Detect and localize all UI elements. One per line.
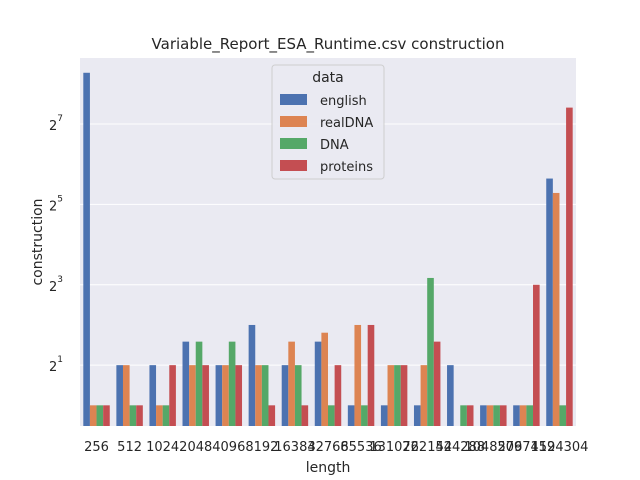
bar-DNA	[493, 405, 500, 426]
legend-box	[271, 64, 385, 180]
bar-DNA	[195, 341, 203, 426]
bar-proteins	[433, 341, 441, 426]
x-tick-label: 32768	[307, 440, 348, 455]
bar-english	[480, 405, 487, 426]
x-tick-label: 1048576	[464, 440, 522, 455]
bar-realDNA	[288, 341, 295, 426]
bar-proteins	[533, 284, 540, 426]
bar-DNA	[460, 405, 467, 426]
bar-english	[380, 405, 388, 426]
bars	[83, 72, 573, 427]
chart-title: Variable_Report_ESA_Runtime.csv construc…	[152, 35, 505, 54]
legend-label: DNA	[320, 138, 349, 153]
bar-realDNA	[519, 405, 527, 426]
bar-DNA	[526, 405, 534, 426]
bar-realDNA	[552, 192, 560, 426]
bar-realDNA	[387, 365, 395, 426]
bar-english	[83, 72, 90, 427]
bar-realDNA	[222, 365, 229, 426]
legend-swatch	[280, 94, 307, 105]
bar-english	[347, 405, 355, 426]
legend-swatch	[280, 160, 307, 171]
bar-proteins	[301, 405, 309, 426]
x-tick-label: 4096	[212, 440, 245, 455]
x-tick-label: 131072	[369, 440, 419, 455]
bar-DNA	[261, 365, 269, 426]
x-axis-label: length	[306, 460, 351, 476]
y-tick-label: 27	[49, 114, 63, 134]
bar-DNA	[96, 405, 104, 426]
bar-english	[248, 324, 256, 426]
bar-proteins	[136, 405, 143, 426]
bar-realDNA	[122, 365, 130, 426]
bar-proteins	[400, 365, 408, 426]
bar-realDNA	[89, 405, 97, 426]
x-tick-label: 524288	[435, 440, 485, 455]
legend-label: english	[320, 94, 367, 109]
bar-DNA	[328, 405, 335, 426]
bar-proteins	[367, 324, 375, 426]
bar-realDNA	[354, 324, 362, 426]
x-tick-label: 2048	[179, 440, 212, 455]
y-axis-label: construction	[30, 198, 46, 285]
legend-swatch	[280, 116, 307, 127]
bar-english	[215, 365, 223, 426]
bar-proteins	[268, 405, 276, 426]
bar-DNA	[129, 405, 137, 426]
bar-proteins	[499, 405, 507, 426]
x-tick-label: 256	[84, 440, 109, 455]
legend-label: proteins	[320, 160, 373, 175]
x-tick-label: 4194304	[531, 440, 589, 455]
bar-DNA	[228, 341, 236, 426]
bar-proteins	[169, 365, 176, 426]
bar-realDNA	[321, 332, 328, 426]
bar-realDNA	[189, 365, 196, 426]
x-tick-label: 16384	[274, 440, 315, 455]
bar-proteins	[334, 365, 342, 426]
legend: data english realDNA DNA proteins	[271, 64, 385, 180]
bar-proteins	[103, 405, 110, 426]
bar-realDNA	[156, 405, 163, 426]
bar-proteins	[466, 405, 474, 426]
bar-realDNA	[486, 405, 494, 426]
bar-realDNA	[420, 365, 428, 426]
legend-title: data	[312, 70, 344, 86]
legend-swatch	[280, 138, 307, 149]
bar-english	[447, 365, 454, 426]
bar-english	[513, 405, 520, 426]
legend-items: english realDNA DNA proteins	[280, 94, 373, 175]
bar-english	[546, 178, 553, 426]
bar-english	[116, 365, 123, 426]
bar-DNA	[361, 405, 368, 426]
bar-english	[413, 405, 421, 426]
bar-english	[281, 365, 289, 426]
bar-DNA	[294, 365, 302, 426]
x-tick-label: 2097152	[497, 440, 555, 455]
legend-label: realDNA	[320, 116, 373, 131]
bar-proteins	[202, 365, 209, 426]
bar-DNA	[427, 277, 434, 426]
x-tick-label: 262144	[402, 440, 452, 455]
y-tick-labels: 21 23 25 27	[49, 114, 63, 375]
y-tick-label: 25	[49, 194, 63, 214]
bar-english	[314, 341, 322, 426]
bar-proteins	[566, 107, 573, 426]
bar-DNA	[559, 405, 567, 426]
y-tick-label: 23	[49, 275, 63, 295]
x-tick-label: 1024	[146, 440, 179, 455]
bar-english	[182, 341, 190, 426]
bar-DNA	[162, 405, 170, 426]
x-tick-label: 65536	[340, 440, 381, 455]
bar-english	[149, 365, 157, 426]
x-tick-label: 8192	[245, 440, 278, 455]
y-tick-label: 21	[49, 355, 63, 375]
x-tick-labels: 256 512 1024 2048 4096 8192163843276865536131…	[84, 440, 588, 455]
bar-proteins	[235, 365, 243, 426]
bar-DNA	[394, 365, 401, 426]
bar-realDNA	[255, 365, 262, 426]
x-tick-label: 512	[117, 440, 142, 455]
